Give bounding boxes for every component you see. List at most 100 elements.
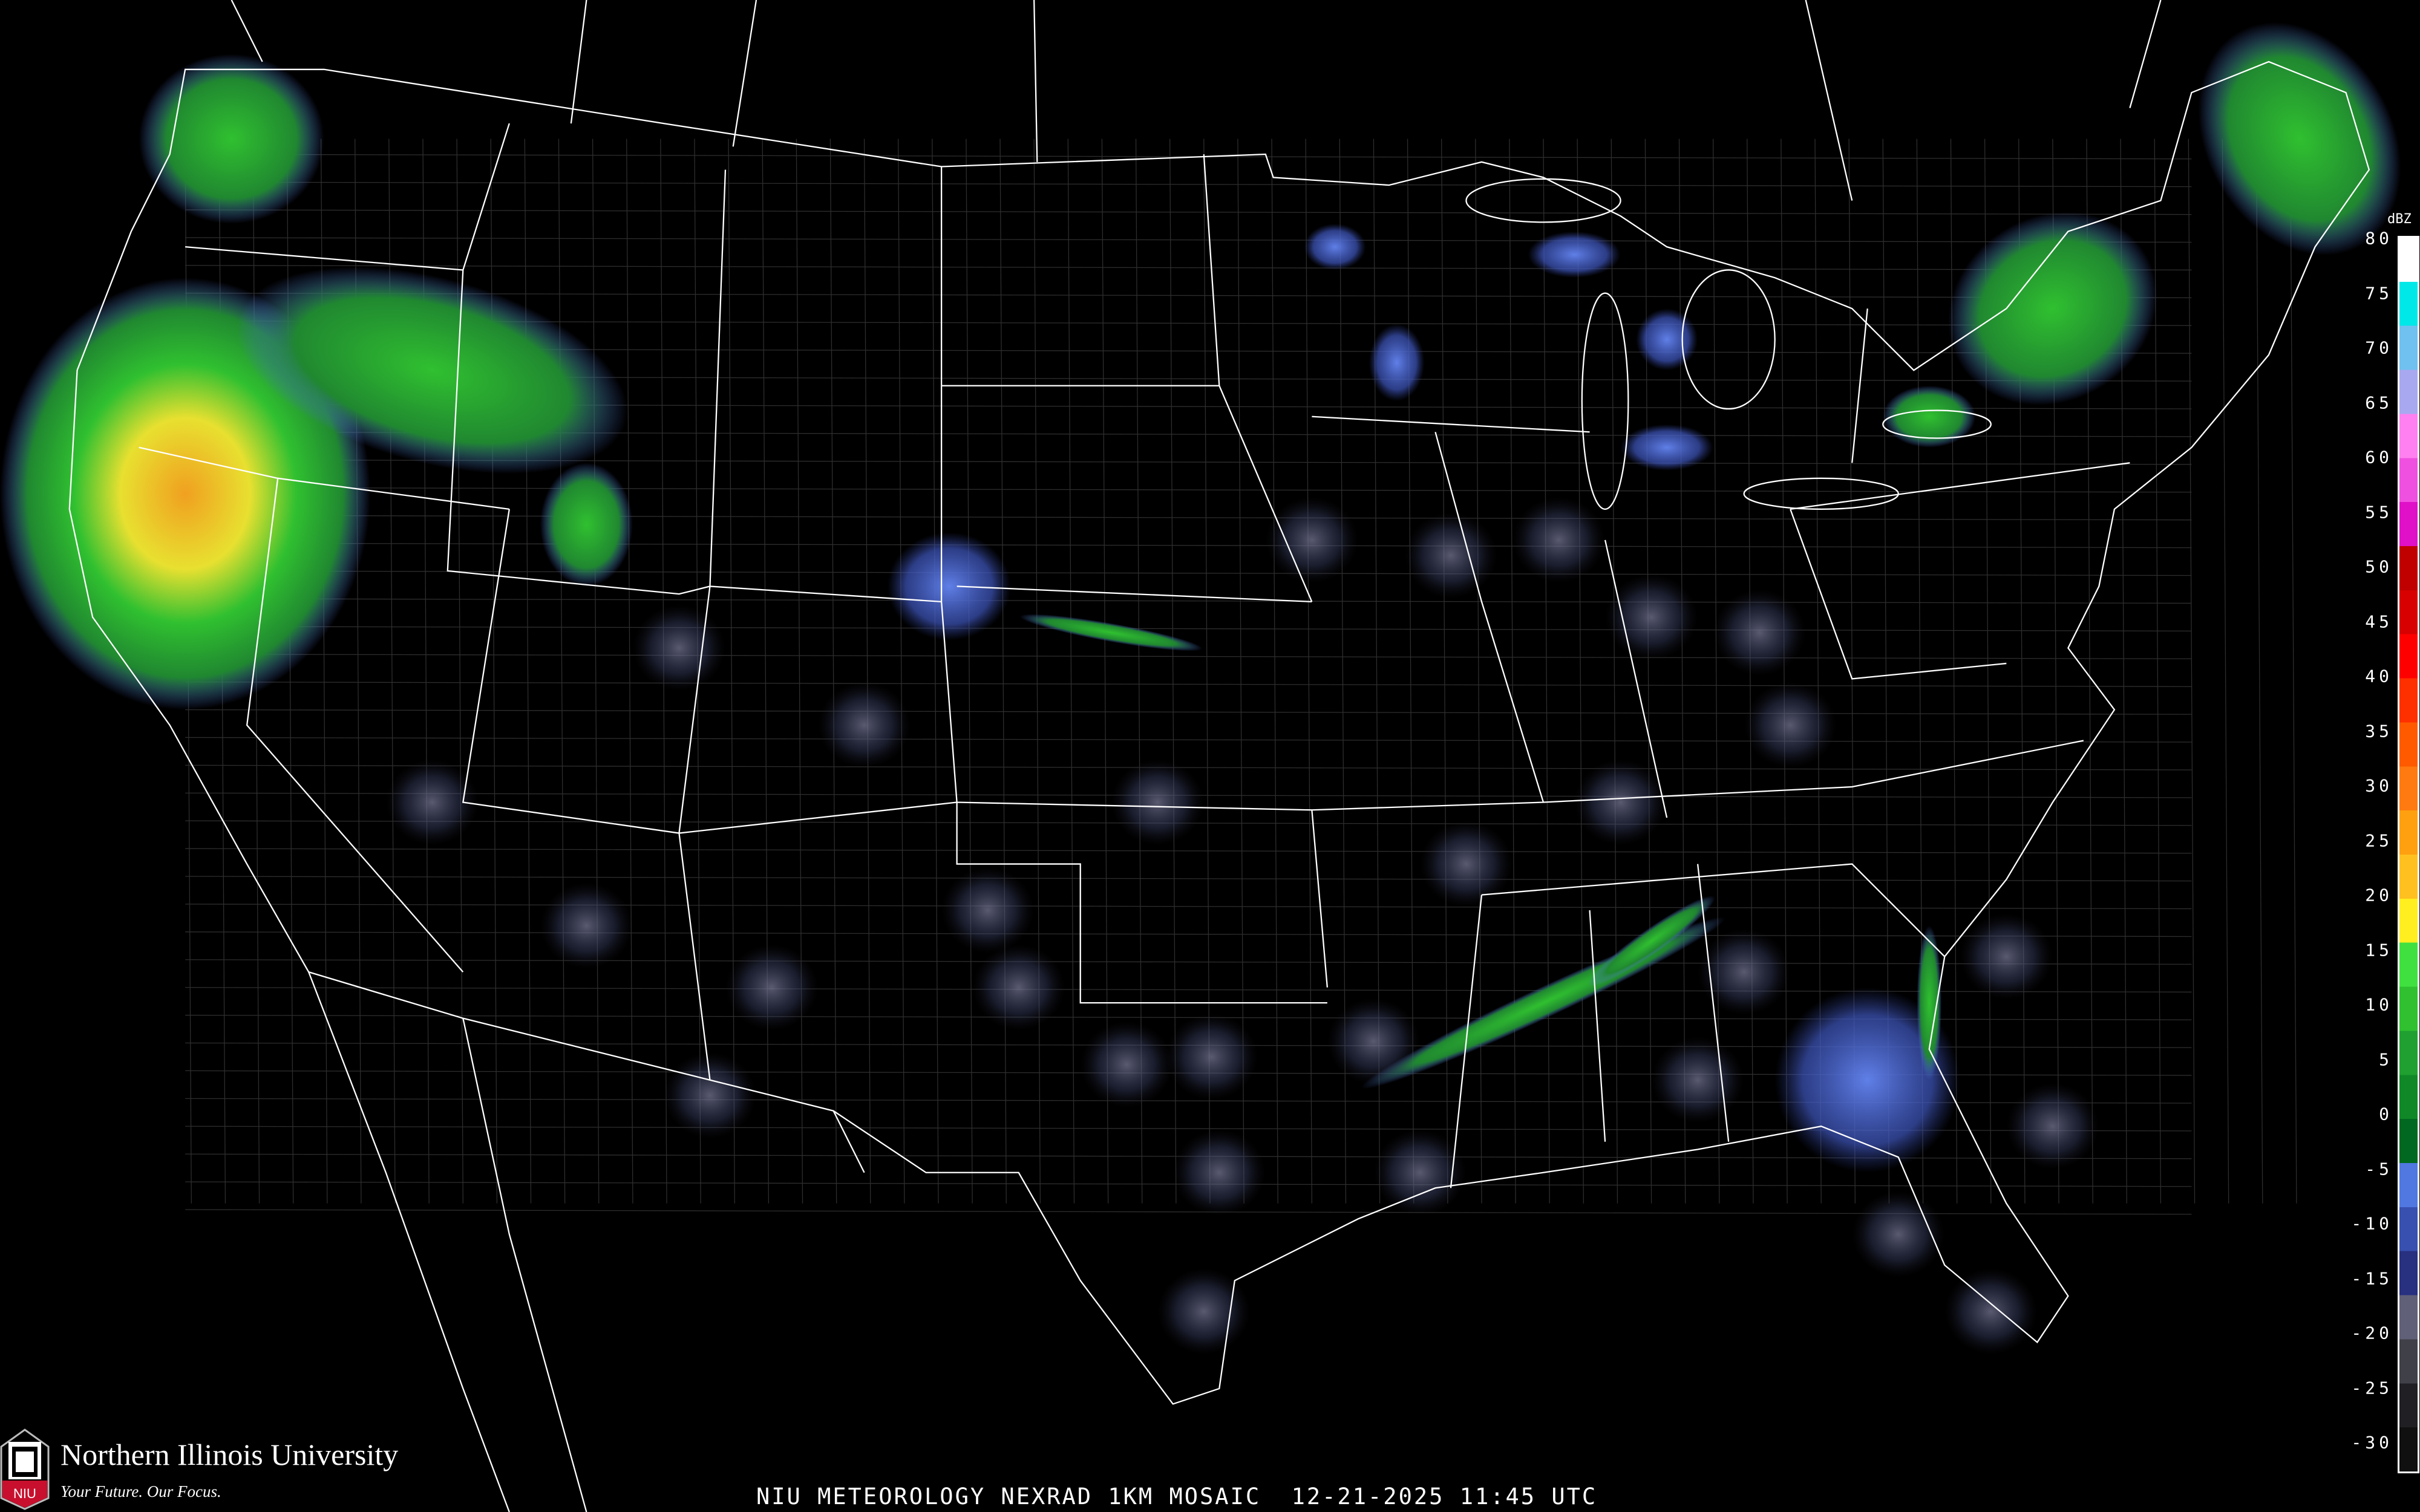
legend-tick-label: 10	[2365, 994, 2393, 1015]
lake-erie	[1743, 477, 1899, 510]
legend-tick-label: 25	[2365, 830, 2393, 850]
legend-color-bar	[2398, 236, 2419, 1473]
radar-echo	[540, 463, 633, 587]
legend-tick-label: 80	[2365, 228, 2393, 249]
county-line	[185, 487, 2192, 493]
county-line	[185, 959, 2192, 965]
county-line	[762, 138, 770, 1204]
lake-superior	[1465, 178, 1621, 223]
lake-huron	[1681, 269, 1776, 410]
lake-michigan	[1581, 292, 1629, 510]
county-line	[185, 237, 2192, 243]
radar-echo	[818, 682, 911, 769]
radar-echo	[1304, 223, 1366, 270]
niu-logo: NIU Northern Illinois University Your Fu…	[0, 1429, 398, 1510]
county-line	[2222, 138, 2229, 1204]
radar-echo	[1636, 308, 1698, 371]
radar-echo	[385, 759, 479, 846]
legend-tick-label: 40	[2365, 666, 2393, 686]
logo-name: Northern Illinois University	[60, 1438, 399, 1471]
radar-echo	[1419, 821, 1512, 907]
county-line	[185, 1209, 2192, 1215]
county-line	[1067, 138, 1075, 1204]
county-line	[898, 138, 905, 1204]
county-line	[185, 265, 2192, 271]
radar-echo	[1620, 424, 1713, 471]
legend-tick-label: 75	[2365, 283, 2393, 303]
state-and-country-borders	[68, 0, 2370, 1512]
legend-tick-label: -30	[2351, 1432, 2393, 1453]
county-line	[2154, 138, 2162, 1204]
county-line	[932, 138, 939, 1204]
niu-shield-icon: NIU	[0, 1429, 50, 1510]
legend-tick-label: 70	[2365, 337, 2393, 358]
radar-echo	[1574, 759, 1667, 846]
radar-echo	[941, 867, 1035, 954]
county-line	[728, 138, 735, 1204]
radar-echo	[1172, 1129, 1266, 1216]
county-line	[1577, 138, 1584, 1204]
lake-ontario	[1882, 409, 1992, 439]
radar-echo	[237, 267, 628, 474]
legend-tick-label: 50	[2365, 556, 2393, 577]
county-line	[185, 181, 2192, 187]
legend-tick-label: 20	[2365, 885, 2393, 905]
radar-echo	[1512, 497, 1606, 584]
county-line	[999, 138, 1007, 1204]
radar-echo	[972, 944, 1065, 1031]
legend-tick-label: -15	[2351, 1268, 2393, 1288]
county-line	[796, 138, 803, 1204]
legend-tick-label: -5	[2365, 1159, 2393, 1179]
county-line	[185, 876, 2192, 882]
legend-unit: dBZ	[2387, 212, 2412, 227]
county-line	[185, 293, 2192, 298]
radar-echo	[1698, 928, 1791, 1015]
county-line	[626, 138, 633, 1204]
radar-echo	[1373, 1129, 1467, 1216]
county-line	[185, 709, 2192, 715]
county-line	[2188, 138, 2196, 1204]
county-line	[1781, 138, 1788, 1204]
county-line	[185, 209, 2192, 215]
logo-tagline: Your Future. Our Focus.	[60, 1482, 221, 1501]
radar-echo	[1157, 1268, 1251, 1355]
radar-echo	[1369, 324, 1425, 402]
county-line	[1644, 138, 1652, 1204]
legend-tick-label: 60	[2365, 447, 2393, 468]
radar-echo	[139, 54, 324, 224]
radar-echo	[1944, 1268, 2038, 1355]
county-line	[2255, 138, 2263, 1204]
county-line	[1271, 138, 1278, 1204]
county-line	[592, 138, 600, 1204]
radar-echo	[663, 1052, 756, 1139]
radar-echo	[1327, 998, 1420, 1085]
radar-echo	[1713, 589, 1806, 676]
county-line	[185, 515, 2192, 521]
radar-echo	[887, 532, 1011, 640]
county-line	[1509, 138, 1516, 1204]
radar-echoes	[0, 22, 2401, 1355]
legend-tick-label: 55	[2365, 502, 2393, 522]
radar-echo	[1948, 212, 2157, 406]
state-lines	[139, 123, 2130, 1188]
county-line	[1169, 138, 1177, 1204]
county-line	[1543, 138, 1550, 1204]
county-line	[185, 598, 2192, 604]
radar-echo	[2006, 1083, 2099, 1170]
radar-echo	[540, 882, 633, 969]
legend-tick-label: 0	[2379, 1104, 2393, 1124]
county-line	[1712, 138, 1720, 1204]
county-line	[558, 138, 566, 1204]
radar-echo	[1651, 1037, 1744, 1124]
map-caption: NIU METEOROLOGY NEXRAD 1KM MOSAIC 12-21-…	[756, 1484, 1598, 1510]
county-line	[1033, 138, 1041, 1204]
legend-tick-label: -25	[2351, 1378, 2393, 1398]
radar-echo	[1883, 385, 1976, 448]
county-line	[185, 543, 2192, 549]
county-line	[1611, 138, 1618, 1204]
county-line	[185, 626, 2192, 632]
radar-echo	[1588, 896, 1715, 987]
county-line	[185, 570, 2192, 576]
conus-outline	[68, 60, 2370, 1405]
